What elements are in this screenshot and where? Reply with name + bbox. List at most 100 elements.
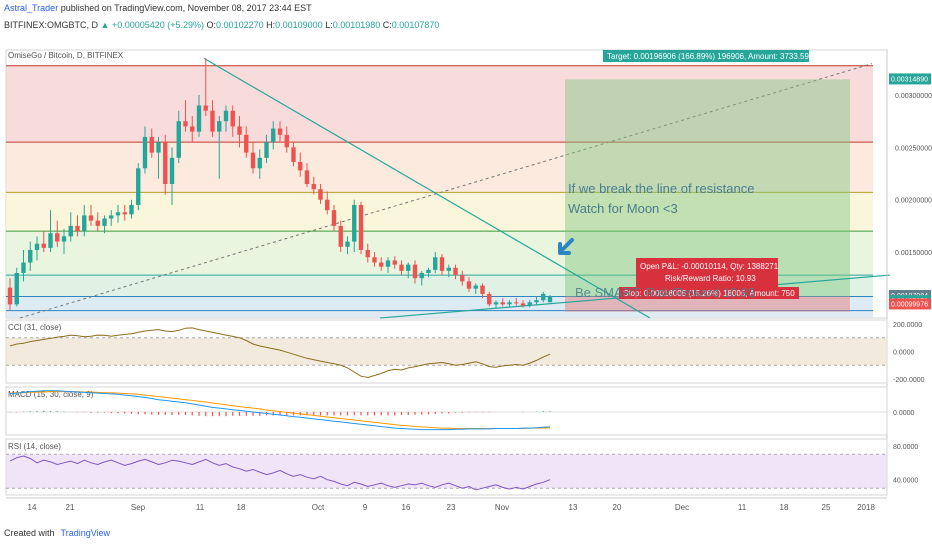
open-label: O:: [206, 20, 217, 30]
stop-zone[interactable]: [565, 296, 850, 312]
candle-body[interactable]: [527, 302, 532, 306]
candle-body[interactable]: [419, 272, 424, 279]
candle-body[interactable]: [392, 260, 397, 265]
candle-body[interactable]: [345, 241, 350, 247]
stop-label-text: Stop: 0.00018005 (15.26%) 18005, Amount:…: [623, 289, 795, 298]
candle-body[interactable]: [136, 168, 141, 205]
candle-body[interactable]: [433, 257, 438, 270]
candle-body[interactable]: [514, 302, 519, 304]
x-axis-tick-label: Oct: [312, 503, 325, 512]
username-link[interactable]: Astral_Trader: [4, 3, 59, 13]
candle-body[interactable]: [48, 233, 53, 248]
candle-body[interactable]: [466, 281, 472, 289]
candle-body[interactable]: [460, 275, 465, 282]
x-axis-tick-label: 16: [402, 503, 411, 512]
candle-body[interactable]: [223, 110, 229, 122]
candle-body[interactable]: [446, 267, 451, 271]
candle-body[interactable]: [122, 212, 127, 215]
candle-body[interactable]: [82, 215, 87, 232]
candle-body[interactable]: [21, 262, 26, 273]
x-axis-tick-label: 11: [196, 503, 205, 512]
candle-body[interactable]: [534, 300, 539, 303]
candle-body[interactable]: [412, 264, 418, 279]
candle-body[interactable]: [304, 170, 310, 184]
candle-body[interactable]: [547, 296, 553, 303]
candle-body[interactable]: [190, 126, 195, 132]
candle-body[interactable]: [358, 204, 364, 250]
candle-body[interactable]: [156, 142, 161, 153]
indicator-pane[interactable]: [5, 386, 888, 436]
candle-body[interactable]: [95, 220, 100, 226]
resistance-trend-line: [203, 57, 651, 319]
candle-body[interactable]: [129, 204, 134, 215]
candle-body[interactable]: [230, 110, 235, 127]
candle-body[interactable]: [277, 128, 283, 135]
candle-body[interactable]: [480, 285, 485, 294]
candle-body[interactable]: [379, 262, 384, 267]
candle-body[interactable]: [149, 136, 154, 153]
candle-body[interactable]: [176, 121, 181, 158]
candle-body[interactable]: [284, 134, 289, 148]
candle-body[interactable]: [325, 199, 330, 211]
candle-body[interactable]: [210, 110, 215, 132]
high-label: H:: [266, 20, 276, 30]
candle-body[interactable]: [331, 210, 337, 226]
candle-body[interactable]: [196, 105, 202, 132]
candle-body[interactable]: [311, 184, 316, 190]
candle-body[interactable]: [75, 225, 80, 232]
candle-body[interactable]: [338, 225, 343, 247]
fib-band: [6, 310, 873, 318]
candle-body[interactable]: [298, 162, 303, 171]
chart-canvas[interactable]: OmiseGo / Bitcoin, D, BITFINEX 0.00300000…: [0, 34, 932, 520]
candle-body[interactable]: [406, 264, 411, 271]
candle-body[interactable]: [372, 257, 377, 263]
candle-body[interactable]: [88, 215, 94, 221]
indicator-tick-label: 0.0000: [893, 410, 915, 417]
candle-body[interactable]: [109, 215, 114, 219]
candle-body[interactable]: [217, 121, 222, 132]
candle-body[interactable]: [507, 302, 512, 305]
candle-body[interactable]: [493, 302, 499, 305]
candle-body[interactable]: [500, 302, 505, 305]
candle-body[interactable]: [473, 285, 478, 289]
candle-body[interactable]: [520, 303, 526, 306]
published-text: published on TradingView.com, November 0…: [58, 3, 312, 13]
candle-body[interactable]: [250, 152, 256, 169]
candle-body[interactable]: [318, 189, 323, 200]
candle-body[interactable]: [169, 157, 175, 184]
indicator-title: CCI (31, close): [8, 323, 62, 332]
candle-body[interactable]: [399, 264, 404, 271]
candle-body[interactable]: [61, 236, 67, 242]
candle-body[interactable]: [271, 128, 276, 143]
candle-body[interactable]: [352, 204, 357, 242]
candle-body[interactable]: [385, 260, 391, 267]
candle-body[interactable]: [487, 293, 492, 305]
candle-body[interactable]: [115, 212, 121, 216]
candle-body[interactable]: [365, 249, 370, 258]
candle-body[interactable]: [34, 243, 40, 250]
candle-body[interactable]: [163, 142, 168, 184]
candle-body[interactable]: [142, 136, 148, 169]
candle-body[interactable]: [7, 287, 13, 305]
candle-body[interactable]: [102, 218, 107, 226]
candle-body[interactable]: [237, 126, 242, 135]
candle-body[interactable]: [426, 269, 431, 273]
candle-body[interactable]: [541, 293, 546, 301]
candle-body[interactable]: [291, 147, 296, 163]
candle-body[interactable]: [453, 267, 458, 276]
indicator-title: RSI (14, close): [8, 442, 61, 451]
candle-body[interactable]: [55, 233, 60, 242]
candle-body[interactable]: [14, 272, 19, 305]
candle-body[interactable]: [439, 257, 445, 271]
candle-body[interactable]: [264, 142, 269, 158]
candle-body[interactable]: [28, 249, 33, 263]
candle-body[interactable]: [183, 121, 188, 127]
candle-body[interactable]: [257, 157, 262, 169]
candle-body[interactable]: [41, 243, 46, 248]
tradingview-brand[interactable]: TradingView: [60, 528, 111, 538]
candle-body[interactable]: [203, 105, 208, 111]
cci-line: [9, 327, 551, 379]
candle-body[interactable]: [244, 134, 249, 153]
footer: Created with TradingView: [4, 528, 110, 538]
candle-body[interactable]: [68, 225, 73, 237]
